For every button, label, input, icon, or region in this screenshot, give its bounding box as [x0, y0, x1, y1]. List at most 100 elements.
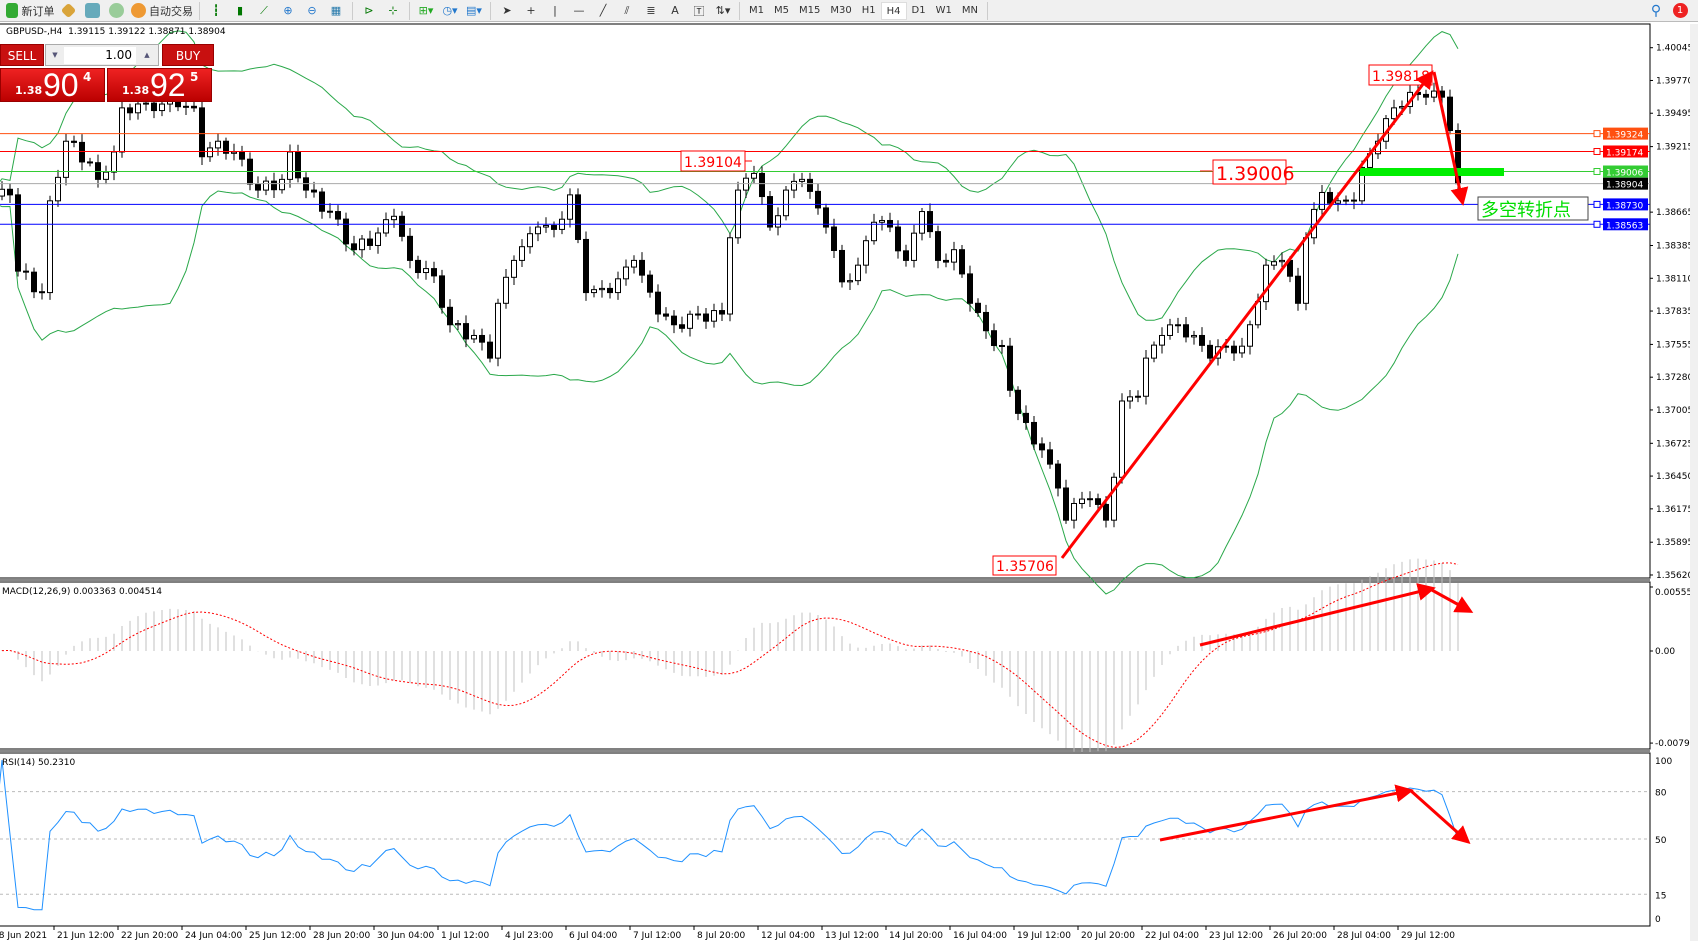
candle-body — [1327, 191, 1333, 204]
candle — [1247, 320, 1253, 355]
timeframe-w1[interactable]: W1 — [935, 4, 952, 16]
candle — [967, 265, 973, 312]
template-icon: ▤▾ — [466, 4, 482, 17]
arrows-button[interactable]: ⇅▾ — [713, 1, 733, 21]
candle-body — [375, 232, 381, 246]
crosshair-button[interactable]: + — [521, 1, 541, 21]
candle — [255, 176, 261, 198]
zoom-out-button[interactable]: ⊖ — [302, 1, 322, 21]
candle-body — [583, 238, 589, 294]
candle — [287, 144, 293, 188]
candle — [911, 225, 917, 268]
line-chart-button[interactable]: ⟋ — [254, 1, 274, 21]
horizontal-line-button[interactable]: — — [569, 1, 589, 21]
level-handle — [1593, 200, 1601, 208]
chart-shift-button[interactable]: ⊹ — [383, 1, 403, 21]
candle — [1015, 386, 1021, 421]
bollinger-lower — [0, 190, 1459, 595]
candle-body — [47, 200, 53, 294]
new-order-button[interactable]: 新订单 — [6, 1, 55, 21]
candle-body — [39, 291, 45, 294]
candle-body — [511, 259, 517, 278]
timeframe-h1[interactable]: H1 — [861, 4, 876, 16]
timeframe-h4[interactable]: H4 — [880, 1, 907, 20]
timeframe-m5[interactable]: M5 — [774, 4, 789, 16]
symbol-label: GBPUSD-,H4 — [6, 27, 63, 37]
candle — [807, 172, 813, 199]
signals-button[interactable] — [107, 1, 127, 21]
candle — [567, 188, 573, 228]
bar-chart-button[interactable]: ┇ — [206, 1, 226, 21]
templates-button[interactable]: ▤▾ — [464, 1, 484, 21]
candle-body — [23, 270, 29, 273]
candle — [1447, 89, 1453, 135]
candle — [623, 259, 629, 286]
timeframe-mn[interactable]: MN — [961, 4, 978, 16]
candle-body — [1159, 334, 1165, 346]
notifications-button[interactable]: 1 — [1670, 1, 1690, 21]
candle-body — [423, 268, 429, 274]
vertical-line-button[interactable]: | — [545, 1, 565, 21]
candle-body — [503, 276, 509, 304]
terminal-button[interactable] — [83, 1, 103, 21]
candle-body — [727, 237, 733, 315]
candle-body — [391, 215, 397, 221]
auto-trading-icon — [130, 3, 146, 18]
candle-body — [103, 171, 109, 180]
candle — [583, 231, 589, 301]
timeframe-m1[interactable]: M1 — [749, 4, 764, 16]
candlestick-button[interactable]: ▮ — [230, 1, 250, 21]
candle — [1063, 479, 1069, 524]
autoscroll-icon: ⊳ — [364, 4, 374, 17]
channel-icon: ⫽ — [624, 3, 630, 17]
price-level-value: 1.39324 — [1606, 131, 1643, 141]
autoscroll-button[interactable]: ⊳ — [359, 1, 379, 21]
buy-button[interactable]: BUY — [162, 44, 214, 66]
zoom-in-button[interactable]: ⊕ — [278, 1, 298, 21]
price-tick-label: 1.36175 — [1656, 505, 1693, 515]
candle — [215, 133, 221, 156]
macd-trend-arrow — [1199, 583, 1436, 647]
periods-button[interactable]: ◷▾ — [440, 1, 460, 21]
auto-trading-button[interactable]: 自动交易 — [130, 1, 193, 21]
lot-decrease-button[interactable]: ▼ — [52, 51, 58, 59]
text-label-button[interactable]: 🅃 — [689, 1, 709, 21]
equidistant-channel-button[interactable]: ⫽ — [617, 1, 637, 21]
candle-body — [383, 219, 389, 234]
lot-increase-button[interactable]: ▲ — [144, 51, 150, 59]
candle-body — [1095, 498, 1101, 505]
candle — [639, 252, 645, 283]
price-level-tag — [1603, 198, 1648, 211]
timeframe-d1[interactable]: D1 — [911, 4, 926, 16]
candle — [999, 339, 1005, 354]
price-level-tag — [1603, 165, 1648, 178]
candle — [391, 208, 397, 228]
metaeditor-button[interactable] — [59, 1, 79, 21]
lot-input[interactable]: 1.00 — [64, 47, 136, 64]
buy-price[interactable]: 1.38 92 5 — [107, 67, 212, 103]
candle — [343, 212, 349, 252]
candle — [615, 271, 621, 300]
search-button[interactable]: ⚲ — [1646, 1, 1666, 21]
vertical-line-icon: | — [553, 4, 557, 17]
sell-button[interactable]: SELL — [0, 44, 44, 66]
price-tick-label: 1.39495 — [1656, 109, 1693, 119]
tile-windows-button[interactable]: ▦ — [326, 1, 346, 21]
fibonacci-button[interactable]: ≣ — [641, 1, 661, 21]
trendline-button[interactable]: ╱ — [593, 1, 613, 21]
candle-body — [1391, 107, 1397, 120]
candle-body — [791, 180, 797, 191]
candle-body — [1087, 498, 1093, 501]
candle — [935, 225, 941, 269]
indicators-button[interactable]: ⊞▾ — [416, 1, 436, 21]
candle-body — [575, 194, 581, 240]
timeframe-m15[interactable]: M15 — [799, 4, 821, 16]
candle — [823, 203, 829, 234]
timeframe-m30[interactable]: M30 — [830, 4, 852, 16]
candle — [79, 134, 85, 171]
cursor-button[interactable]: ➤ — [497, 1, 517, 21]
candle — [607, 282, 613, 299]
text-button[interactable]: A — [665, 1, 685, 21]
sell-price[interactable]: 1.38 90 4 — [0, 67, 105, 103]
